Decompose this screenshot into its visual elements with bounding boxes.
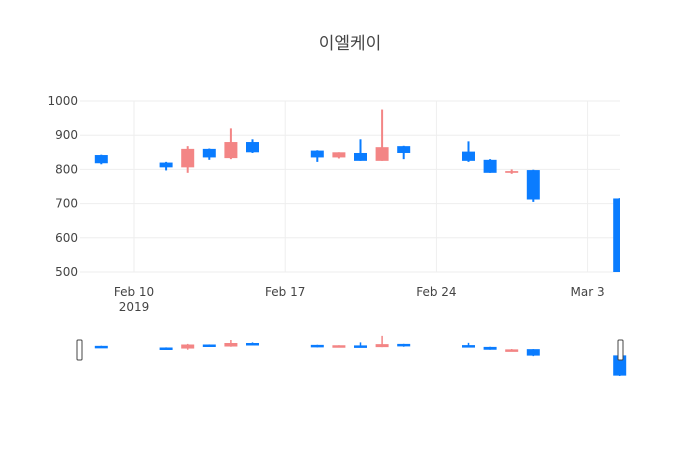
range-slider-handle-left[interactable] — [76, 339, 83, 361]
candle[interactable] — [613, 198, 626, 292]
candles-main[interactable] — [94, 109, 626, 293]
y-tick-label: 800 — [55, 162, 78, 176]
candle[interactable] — [505, 169, 519, 174]
range-slider-candles — [94, 335, 627, 376]
candle[interactable] — [94, 154, 108, 165]
candle[interactable] — [310, 150, 324, 162]
y-axis: 500 600 700 800 900 1000 — [47, 94, 78, 279]
y-tick-label: 900 — [55, 128, 78, 142]
x-tick-year: 2019 — [119, 300, 150, 314]
x-tick-label: Feb 10 — [114, 285, 154, 299]
y-tick-label: 1000 — [47, 94, 78, 108]
candle[interactable] — [375, 109, 389, 161]
y-tick-label: 500 — [55, 265, 78, 279]
x-tick-label: Feb 17 — [265, 285, 305, 299]
x-tick-label: Feb 24 — [416, 285, 456, 299]
candle[interactable] — [397, 145, 411, 160]
range-slider[interactable] — [76, 335, 627, 376]
y-tick-label: 700 — [55, 197, 78, 211]
gridlines — [80, 100, 620, 273]
y-tick-label: 600 — [55, 231, 78, 245]
candle[interactable] — [354, 139, 367, 161]
candle[interactable] — [526, 169, 540, 202]
candle[interactable] — [159, 161, 173, 171]
chart-title: 이엘케이 — [319, 34, 382, 54]
candle[interactable] — [483, 159, 497, 173]
x-tick-label: Mar 3 — [571, 285, 605, 299]
range-slider-handle-right[interactable] — [617, 339, 624, 361]
candle[interactable] — [462, 141, 475, 162]
candle[interactable] — [246, 139, 259, 153]
candle[interactable] — [224, 128, 238, 160]
candle[interactable] — [332, 152, 346, 159]
candle[interactable] — [181, 146, 195, 173]
candle[interactable] — [202, 148, 216, 160]
